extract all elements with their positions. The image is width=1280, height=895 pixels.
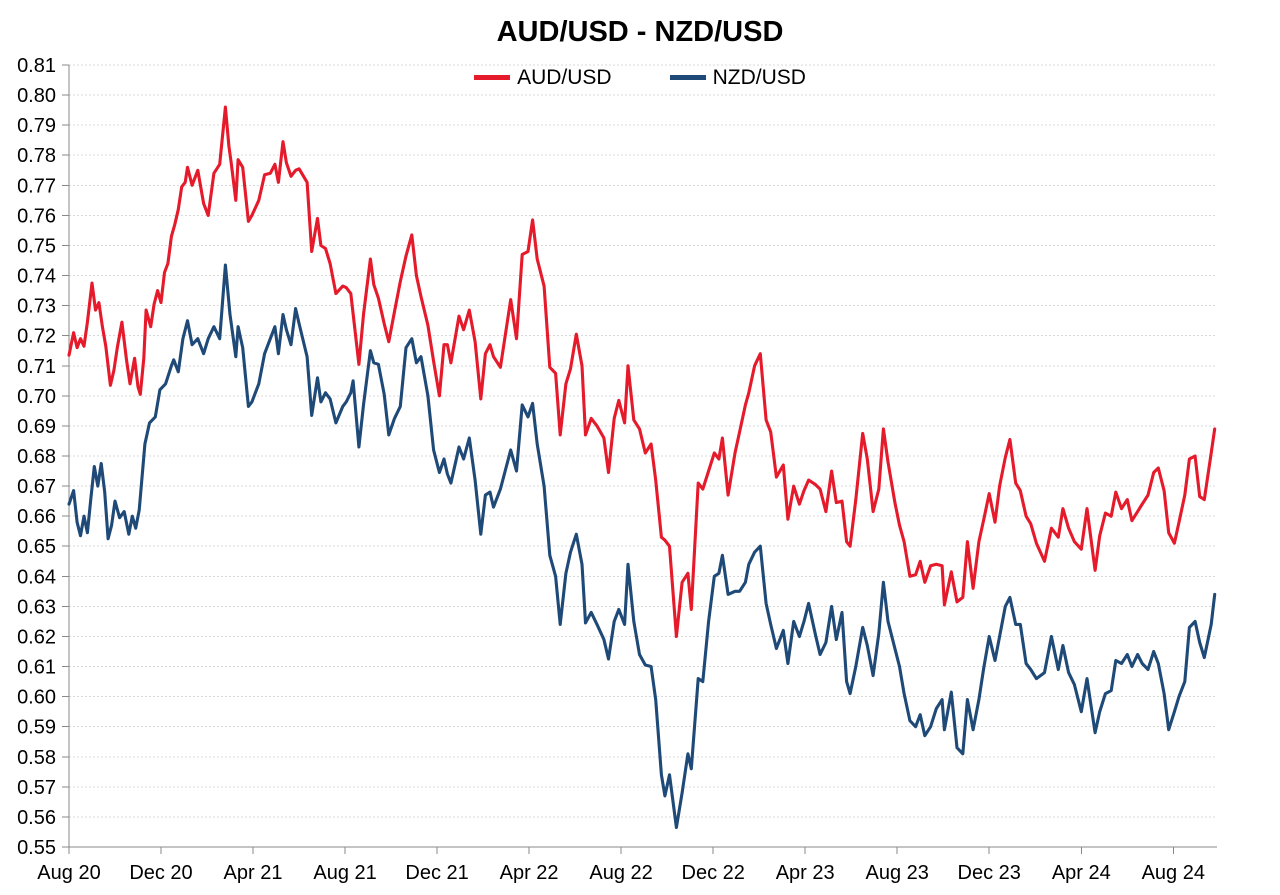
legend: AUD/USD NZD/USD — [0, 64, 1280, 90]
y-axis-label: 0.64 — [17, 566, 56, 588]
y-axis-label: 0.79 — [17, 115, 56, 137]
legend-label-nzd: NZD/USD — [712, 65, 806, 89]
y-axis-label: 0.63 — [17, 596, 56, 618]
y-axis-label: 0.70 — [17, 386, 56, 408]
y-axis-label: 0.60 — [17, 687, 56, 709]
x-axis-label: Dec 21 — [405, 862, 468, 884]
y-axis-label: 0.65 — [17, 536, 56, 558]
x-axis-label: Dec 23 — [958, 862, 1021, 884]
legend-label-aud: AUD/USD — [517, 65, 612, 89]
y-axis-label: 0.69 — [17, 416, 56, 438]
y-axis-label: 0.61 — [17, 657, 56, 679]
x-axis-label: Apr 22 — [500, 862, 559, 884]
aud-line-swatch-icon — [474, 74, 511, 80]
nzd-usd-line — [67, 263, 1217, 830]
y-axis-label: 0.78 — [17, 145, 56, 167]
y-axis-label: 0.67 — [17, 476, 56, 498]
y-axis-label: 0.62 — [17, 627, 56, 649]
y-axis-label: 0.56 — [17, 807, 56, 829]
x-axis-label: Apr 21 — [224, 862, 283, 884]
y-axis-label: 0.76 — [17, 205, 56, 227]
x-axis-label: Apr 23 — [776, 862, 835, 884]
x-axis-label: Aug 24 — [1142, 862, 1205, 884]
y-axis-label: 0.77 — [17, 175, 56, 197]
y-axis-label: 0.75 — [17, 236, 56, 258]
x-axis-label: Dec 22 — [682, 862, 745, 884]
legend-item-nzd: NZD/USD — [669, 65, 806, 89]
y-axis-label: 0.59 — [17, 717, 56, 739]
legend-item-aud: AUD/USD — [474, 67, 612, 88]
y-axis-label: 0.55 — [17, 837, 56, 859]
y-axis-label: 0.58 — [17, 747, 56, 769]
y-axis-label: 0.57 — [17, 777, 56, 799]
x-axis-label: Apr 24 — [1052, 862, 1111, 884]
aud-usd-line — [67, 105, 1217, 639]
x-axis-label: Aug 22 — [589, 862, 652, 884]
y-axis-label: 0.72 — [17, 326, 56, 348]
y-axis-label: 0.74 — [17, 266, 56, 288]
x-axis-label: Aug 20 — [37, 862, 100, 884]
y-axis-label: 0.66 — [17, 506, 56, 528]
chart-title: AUD/USD - NZD/USD — [496, 16, 784, 48]
y-axis-label: 0.81 — [17, 55, 56, 77]
nzd-line-swatch-icon — [669, 74, 706, 80]
y-axis-label: 0.71 — [17, 356, 56, 378]
x-axis-label: Aug 23 — [866, 862, 929, 884]
x-axis-label: Aug 21 — [313, 862, 376, 884]
y-axis-label: 0.80 — [17, 85, 56, 107]
y-axis-label: 0.73 — [17, 296, 56, 318]
y-axis-label: 0.68 — [17, 446, 56, 468]
x-axis-label: Dec 20 — [129, 862, 192, 884]
